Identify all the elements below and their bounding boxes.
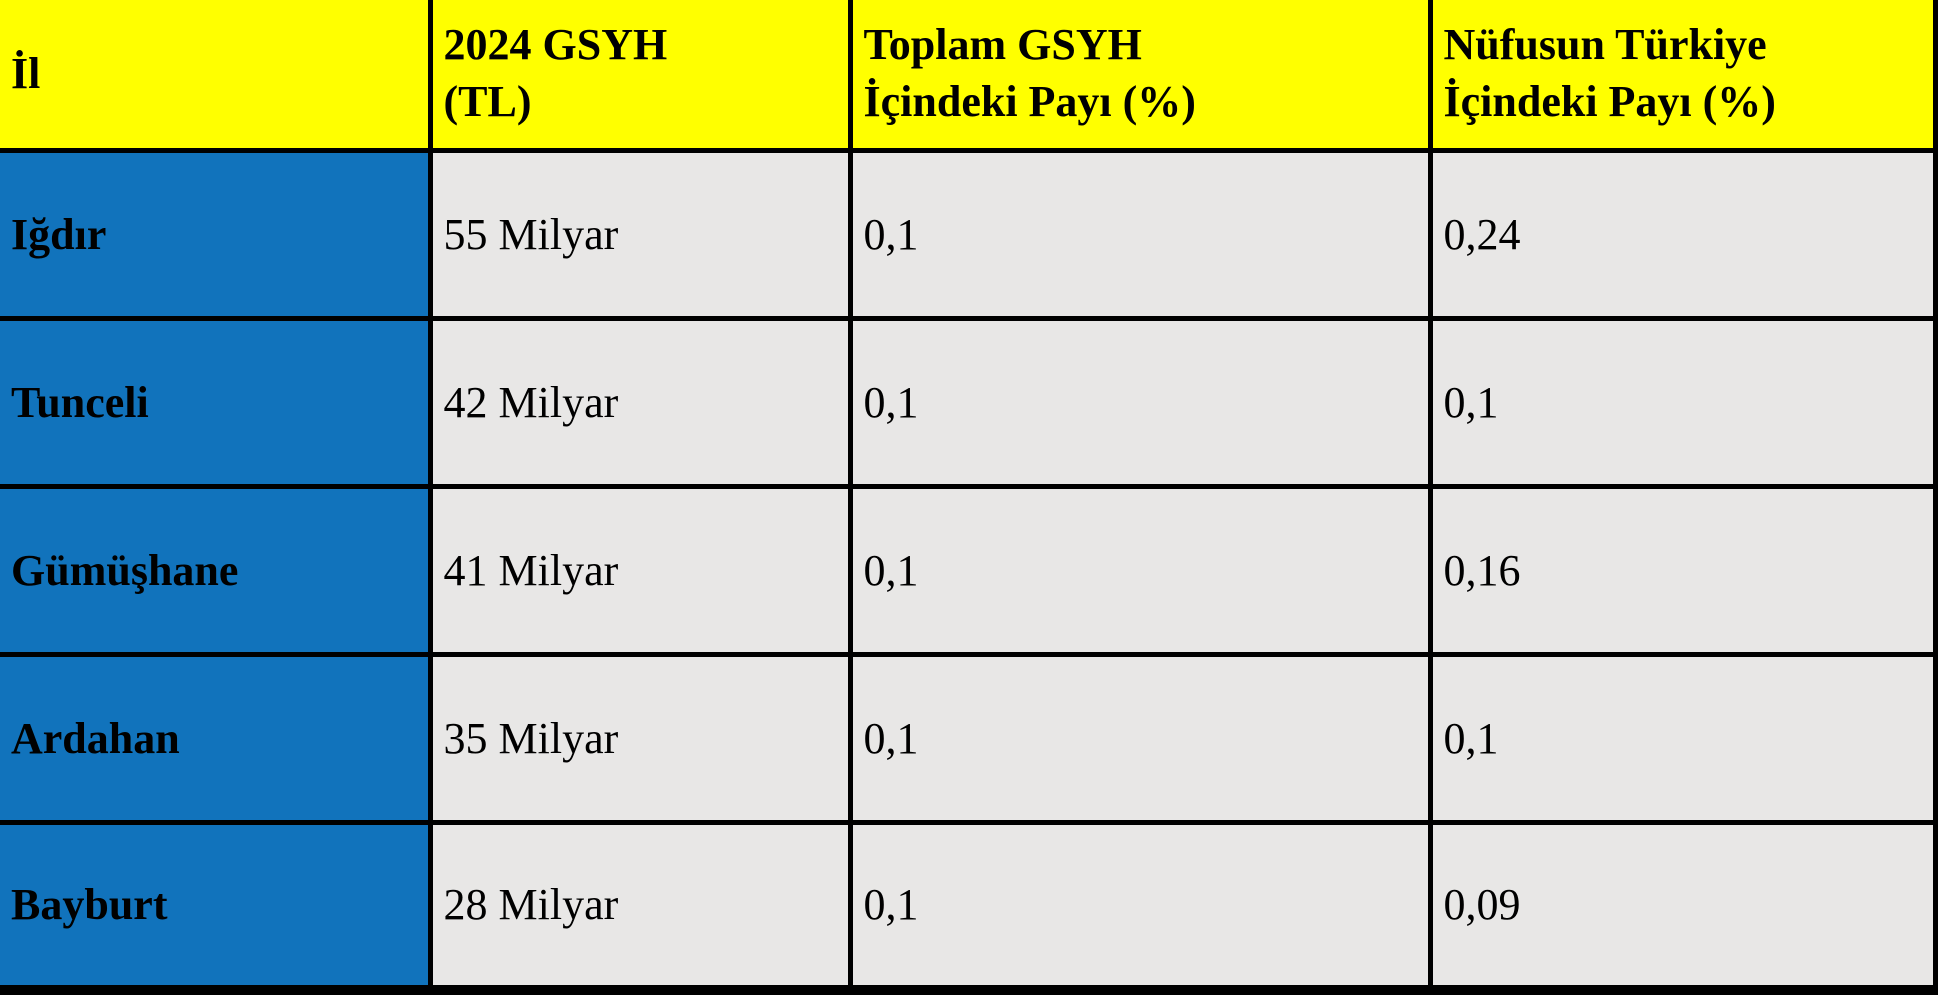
gsyh-share-cell: 0,1 — [847, 483, 1433, 657]
province-cell: Tunceli — [0, 315, 433, 489]
table-row: Iğdır 55 Milyar 0,1 0,24 — [0, 147, 1938, 321]
population-share-cell: 0,09 — [1427, 819, 1938, 995]
province-cell: Gümüşhane — [0, 483, 433, 657]
population-share-cell: 0,1 — [1427, 315, 1938, 489]
population-share-cell: 0,1 — [1427, 651, 1938, 825]
gsyh-cell: 41 Milyar — [427, 483, 853, 657]
population-share-cell: 0,16 — [1427, 483, 1938, 657]
gsyh-share-cell: 0,1 — [847, 651, 1433, 825]
gsyh-cell: 35 Milyar — [427, 651, 853, 825]
gsyh-share-cell: 0,1 — [847, 315, 1433, 489]
gsyh-cell: 42 Milyar — [427, 315, 853, 489]
province-cell: Iğdır — [0, 147, 433, 321]
province-cell: Ardahan — [0, 651, 433, 825]
gsyh-share-cell: 0,1 — [847, 819, 1433, 995]
table-row: Gümüşhane 41 Milyar 0,1 0,16 — [0, 483, 1938, 657]
header-cell-gsyh-payi: Toplam GSYH İçindeki Payı (%) — [847, 0, 1433, 153]
gsyh-cell: 28 Milyar — [427, 819, 853, 995]
table-row: Ardahan 35 Milyar 0,1 0,1 — [0, 651, 1938, 825]
gsyh-share-cell: 0,1 — [847, 147, 1433, 321]
table-row: Tunceli 42 Milyar 0,1 0,1 — [0, 315, 1938, 489]
table-row: Bayburt 28 Milyar 0,1 0,09 — [0, 819, 1938, 995]
header-row: İl 2024 GSYH (TL) Toplam GSYH İçindeki P… — [0, 0, 1938, 153]
population-share-cell: 0,24 — [1427, 147, 1938, 321]
province-cell: Bayburt — [0, 819, 433, 995]
header-cell-gsyh: 2024 GSYH (TL) — [427, 0, 853, 153]
header-cell-il: İl — [0, 0, 433, 153]
header-cell-nufus-payi: Nüfusun Türkiye İçindeki Payı (%) — [1427, 0, 1938, 153]
gsyh-cell: 55 Milyar — [427, 147, 853, 321]
